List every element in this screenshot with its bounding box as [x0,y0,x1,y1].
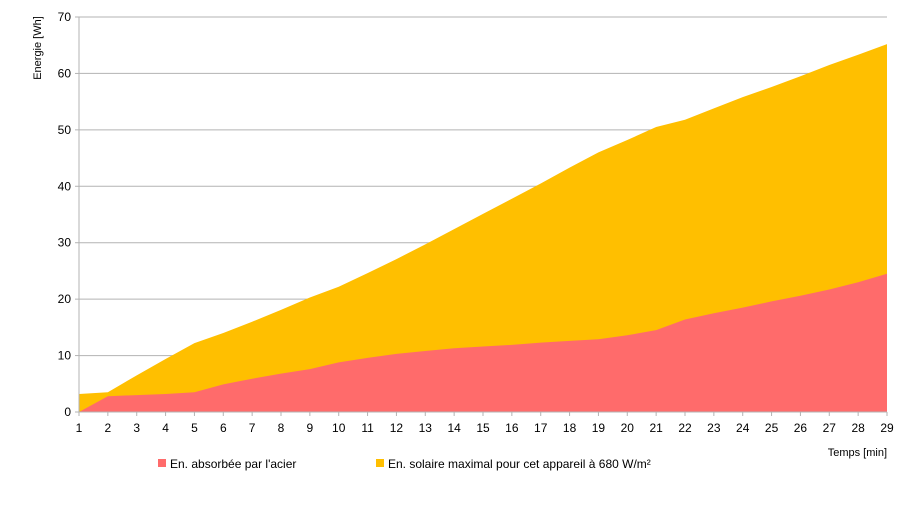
y-tick-label: 20 [58,292,72,306]
x-tick-label: 15 [476,421,490,435]
y-tick-label: 60 [58,66,72,80]
y-tick-label: 70 [58,10,72,24]
x-tick-label: 4 [162,421,169,435]
x-tick-label: 9 [307,421,314,435]
x-tick-label: 28 [851,421,865,435]
area-series-1 [79,273,887,412]
legend-swatch-steel [158,459,166,467]
y-tick-label: 30 [58,236,72,250]
x-tick-label: 6 [220,421,227,435]
x-tick-label: 12 [390,421,404,435]
x-tick-label: 18 [563,421,577,435]
x-tick-label: 2 [105,421,112,435]
x-tick-label: 3 [133,421,140,435]
x-tick-label: 23 [707,421,721,435]
x-tick-label: 27 [823,421,837,435]
x-tick-label: 19 [592,421,606,435]
legend: En. absorbée par l'acier En. solaire max… [158,457,651,471]
y-axis-title: Energie [Wh] [32,16,44,80]
x-axis-title: Temps [min] [828,447,887,459]
x-tick-label: 1 [76,421,83,435]
x-tick-label: 5 [191,421,198,435]
legend-label-steel: En. absorbée par l'acier [170,457,296,471]
x-tick-label: 8 [278,421,285,435]
x-tick-label: 22 [678,421,692,435]
x-tick-label: 20 [621,421,635,435]
x-tick-label: 24 [736,421,750,435]
x-tick-label: 14 [447,421,461,435]
axes [75,16,888,416]
x-tick-label: 16 [505,421,519,435]
data-areas [79,44,887,412]
x-tick-label: 17 [534,421,548,435]
legend-swatch-solar [376,459,384,467]
y-tick-label: 50 [58,123,72,137]
x-tick-label: 10 [332,421,346,435]
x-tick-label: 7 [249,421,256,435]
x-tick-label: 11 [361,421,374,435]
x-tick-label: 25 [765,421,779,435]
x-tick-label: 21 [649,421,663,435]
y-tick-label: 40 [58,179,72,193]
x-tick-label: 13 [419,421,433,435]
y-tick-labels: 0 10 20 30 40 50 60 70 [58,10,72,419]
legend-label-solar: En. solaire maximal pour cet appareil à … [388,457,651,471]
x-tick-labels: 1 2 3 4 5 6 7 8 9 10 11 12 13 14 15 16 17 18 19 20 21 22 23 24 2… [76,421,894,435]
y-tick-label: 10 [58,349,72,363]
x-tick-label: 29 [880,421,894,435]
x-tick-label: 26 [794,421,808,435]
y-tick-label: 0 [64,405,71,419]
